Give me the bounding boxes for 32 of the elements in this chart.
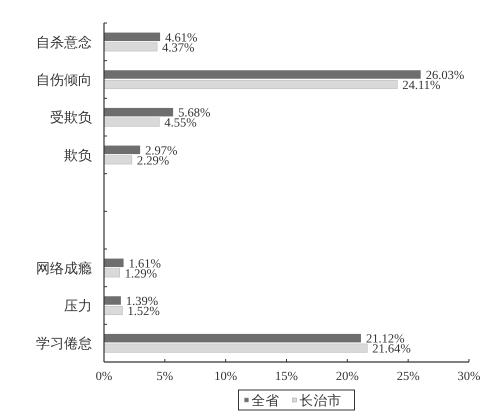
- y-tick-label: 压力: [64, 298, 92, 314]
- bar: [104, 334, 361, 342]
- bar: [104, 296, 121, 305]
- bar: [104, 32, 160, 42]
- bar: [104, 42, 158, 52]
- bar: [104, 258, 124, 268]
- y-tick-label: 网络成瘾: [36, 260, 92, 277]
- x-tick-label: 5%: [156, 369, 174, 383]
- legend-label: 长治市: [300, 393, 342, 409]
- bar: [104, 108, 174, 116]
- y-tick-label: 欺负: [64, 148, 92, 164]
- y-tick-label: 自杀意念: [36, 34, 92, 51]
- x-tick-label: 25%: [396, 369, 420, 383]
- bar: [104, 80, 398, 90]
- y-tick-label: 学习倦怠: [36, 336, 92, 352]
- data-label: 4.55%: [164, 116, 197, 130]
- bar: [104, 155, 132, 164]
- data-label: 21.64%: [372, 342, 411, 356]
- y-tick-label: 受欺负: [50, 110, 92, 126]
- bar: [104, 146, 140, 154]
- bar: [104, 344, 368, 353]
- x-tick-label: 10%: [214, 369, 238, 383]
- bar: [104, 268, 120, 278]
- bar: [104, 118, 160, 127]
- x-tick-label: 0%: [96, 369, 112, 383]
- x-tick-label: 20%: [336, 369, 359, 383]
- legend-label: 全省: [252, 393, 280, 409]
- y-tick-label: 自伤倾向: [36, 72, 92, 88]
- bar: [104, 306, 123, 316]
- x-tick-label: 30%: [458, 369, 480, 383]
- bar: [104, 70, 421, 79]
- x-tick-label: 15%: [275, 369, 298, 383]
